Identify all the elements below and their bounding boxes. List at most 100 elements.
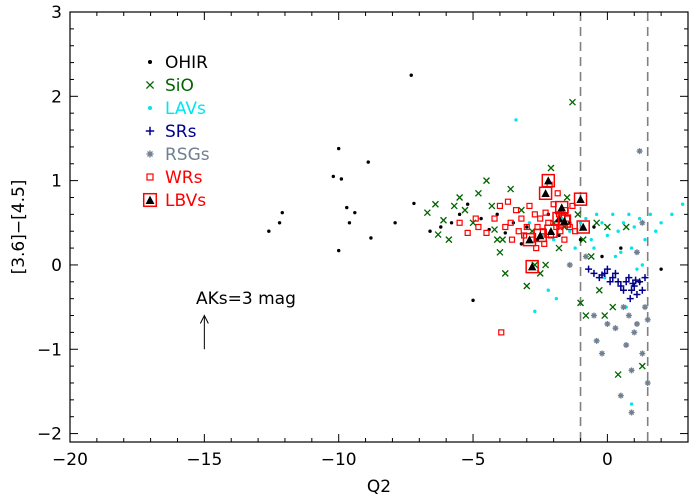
lbv-box bbox=[522, 232, 537, 247]
legend-marker bbox=[142, 192, 158, 208]
lbv-box bbox=[573, 192, 588, 206]
data-point bbox=[353, 210, 357, 215]
data-point bbox=[523, 282, 531, 290]
arrow-head bbox=[199, 314, 209, 324]
data-point bbox=[628, 409, 635, 416]
data-point bbox=[493, 236, 501, 244]
data-point bbox=[620, 304, 627, 311]
legend-entry: OHIR bbox=[147, 53, 208, 73]
legend-marker bbox=[145, 80, 155, 90]
data-point bbox=[267, 229, 271, 233]
data-point bbox=[554, 200, 569, 215]
lbv-box bbox=[525, 259, 539, 274]
data-point bbox=[474, 189, 482, 197]
data-point bbox=[366, 160, 370, 164]
data-point bbox=[546, 288, 550, 292]
data-point bbox=[611, 212, 615, 217]
data-point bbox=[598, 271, 606, 279]
data-point bbox=[522, 232, 537, 247]
lbv-box bbox=[557, 214, 572, 228]
data-point bbox=[622, 223, 630, 231]
data-point bbox=[555, 244, 563, 252]
lbv-triangle bbox=[525, 235, 534, 244]
data-point bbox=[582, 312, 590, 319]
legend-entry: RSGs bbox=[146, 145, 210, 165]
annotation: AKs=3 mag bbox=[196, 289, 296, 350]
data-point bbox=[579, 236, 587, 244]
data-point bbox=[554, 190, 561, 197]
data-point bbox=[611, 269, 619, 277]
y-axis-label: [3.6]−[4.5] bbox=[9, 180, 29, 275]
data-point bbox=[507, 185, 515, 193]
data-point bbox=[369, 236, 373, 240]
data-point bbox=[483, 177, 490, 185]
data-point bbox=[620, 286, 628, 294]
series-ohir bbox=[267, 73, 663, 303]
data-point bbox=[554, 296, 559, 301]
data-point bbox=[568, 229, 572, 233]
data-point bbox=[636, 278, 644, 286]
legend-label: RSGs bbox=[165, 145, 210, 165]
lbv-triangle bbox=[579, 222, 588, 231]
data-point bbox=[523, 223, 530, 231]
data-point bbox=[613, 254, 618, 259]
data-point bbox=[345, 205, 349, 210]
data-point bbox=[499, 236, 507, 244]
data-point bbox=[518, 215, 525, 222]
data-point bbox=[336, 146, 341, 151]
data-point bbox=[498, 329, 505, 336]
data-point bbox=[659, 221, 663, 225]
data-point bbox=[582, 253, 589, 260]
data-point bbox=[590, 269, 598, 277]
data-point bbox=[627, 212, 631, 217]
plot-frame bbox=[69, 11, 689, 443]
lbv-triangle bbox=[541, 189, 550, 198]
data-point bbox=[525, 259, 539, 274]
data-point bbox=[456, 194, 464, 201]
data-point bbox=[409, 73, 413, 77]
lbv-box bbox=[533, 228, 547, 243]
data-point bbox=[594, 212, 599, 217]
data-point bbox=[542, 209, 549, 216]
data-point bbox=[593, 337, 600, 344]
data-point bbox=[557, 214, 572, 228]
data-point bbox=[533, 309, 537, 314]
legend-marker bbox=[146, 173, 154, 181]
data-point bbox=[637, 216, 642, 221]
legend-label: WRs bbox=[165, 168, 203, 188]
lbv-triangle bbox=[560, 216, 569, 225]
data-point bbox=[450, 202, 458, 210]
data-point bbox=[680, 202, 685, 206]
lbv-triangle bbox=[527, 262, 537, 271]
data-point bbox=[628, 367, 635, 374]
data-point bbox=[507, 219, 514, 226]
data-point bbox=[501, 269, 509, 277]
data-point bbox=[609, 303, 617, 311]
data-point bbox=[587, 253, 595, 260]
data-point bbox=[491, 215, 498, 222]
x-tick-label: −20 bbox=[52, 450, 88, 470]
data-point bbox=[412, 201, 416, 206]
data-point bbox=[590, 312, 597, 319]
data-point bbox=[544, 224, 558, 238]
data-point bbox=[638, 362, 646, 370]
data-point bbox=[632, 225, 636, 229]
data-point bbox=[623, 342, 630, 349]
series-lavs bbox=[514, 118, 685, 406]
data-point bbox=[479, 216, 483, 221]
series-wrs bbox=[456, 181, 579, 336]
data-point bbox=[609, 274, 617, 282]
data-point bbox=[595, 286, 603, 294]
legend-label: OHIR bbox=[165, 53, 208, 73]
data-point bbox=[612, 325, 619, 332]
x-tick-label: −10 bbox=[321, 450, 357, 470]
data-point bbox=[336, 248, 341, 253]
legend-entry: WRs bbox=[146, 168, 203, 188]
data-point bbox=[566, 261, 573, 268]
data-point bbox=[576, 220, 590, 234]
data-point bbox=[643, 237, 647, 242]
data-point bbox=[638, 286, 646, 294]
data-point bbox=[639, 219, 646, 226]
data-point bbox=[423, 209, 431, 217]
